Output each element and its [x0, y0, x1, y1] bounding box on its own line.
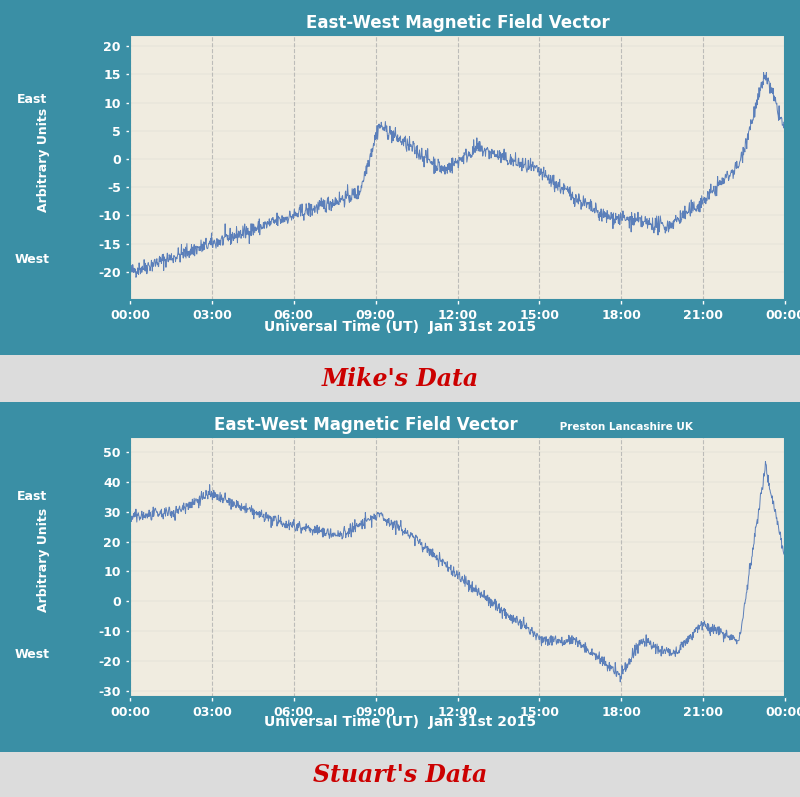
Text: East: East: [17, 490, 47, 503]
Text: Universal Time (UT)  Jan 31st 2015: Universal Time (UT) Jan 31st 2015: [264, 715, 536, 729]
Text: Arbitrary Units: Arbitrary Units: [38, 508, 50, 611]
Text: West: West: [14, 647, 50, 661]
Text: Universal Time (UT)  Jan 31st 2015: Universal Time (UT) Jan 31st 2015: [264, 320, 536, 334]
Title: East-West Magnetic Field Vector: East-West Magnetic Field Vector: [306, 14, 610, 32]
Text: West: West: [14, 253, 50, 265]
Text: Arbitrary Units: Arbitrary Units: [38, 108, 50, 212]
Text: Stuart's Data: Stuart's Data: [313, 763, 487, 787]
Text: Mike's Data: Mike's Data: [322, 367, 478, 391]
Title: East-West Magnetic Field Vector: East-West Magnetic Field Vector: [214, 416, 518, 434]
Text: East: East: [17, 93, 47, 106]
Text: Preston Lancashire UK: Preston Lancashire UK: [556, 422, 693, 432]
